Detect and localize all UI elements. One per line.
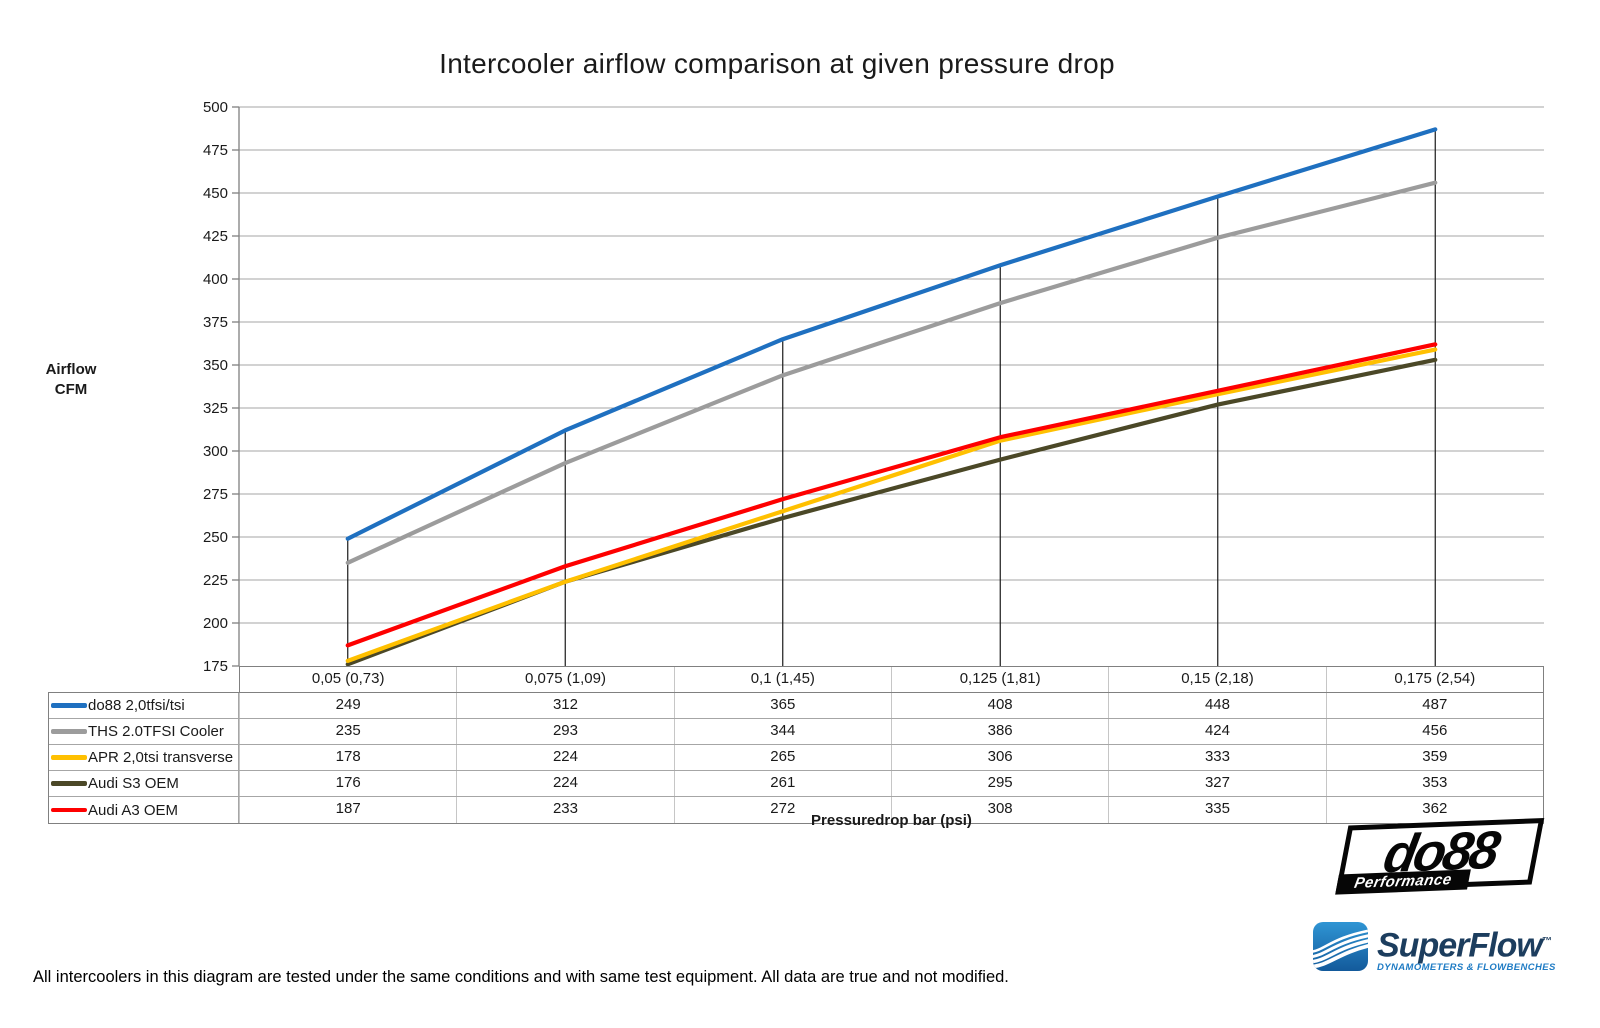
y-axis-tick-label: 175 xyxy=(202,658,228,675)
footer-note: All intercoolers in this diagram are tes… xyxy=(33,968,1009,986)
legend-swatch-icon xyxy=(51,703,87,708)
table-value-cell: 353 xyxy=(1325,771,1543,796)
superflow-wave-icon xyxy=(1313,922,1368,971)
table-value-cell: 224 xyxy=(456,771,673,796)
y-axis-tick-label: 300 xyxy=(202,443,228,460)
superflow-logo: SuperFlow™ DYNAMOMETERS & FLOWBENCHES xyxy=(1312,921,1556,973)
superflow-tagline: DYNAMOMETERS & FLOWBENCHES xyxy=(1377,962,1556,974)
legend-swatch-icon xyxy=(51,729,87,734)
y-axis-tick-label: 475 xyxy=(202,142,228,159)
y-axis-tick-label: 375 xyxy=(202,314,228,331)
table-value-cell: 187 xyxy=(239,797,456,823)
x-axis-title: Pressuredrop bar (psi) xyxy=(811,812,972,829)
table-row: Audi A3 OEM 187 233 272 308 335 362 xyxy=(49,797,1543,823)
y-axis-tick-label: 275 xyxy=(202,486,228,503)
table-value-cell: 312 xyxy=(456,693,673,718)
table-value-cell: 327 xyxy=(1108,771,1325,796)
legend-cell: do88 2,0tfsi/tsi xyxy=(49,693,239,718)
legend-cell: APR 2,0tsi transverse xyxy=(49,745,239,770)
legend-series-name: Audi S3 OEM xyxy=(88,775,179,792)
table-row: do88 2,0tfsi/tsi 249 312 365 408 448 487 xyxy=(49,693,1543,719)
y-axis-tick-label: 350 xyxy=(202,357,228,374)
x-category-label: 0,1 (1,45) xyxy=(673,667,891,692)
table-value-cell: 456 xyxy=(1325,719,1543,744)
legend-swatch-icon xyxy=(51,755,87,760)
legend-series-name: THS 2.0TFSI Cooler xyxy=(88,723,224,740)
x-category-label: 0,125 (1,81) xyxy=(890,667,1108,692)
x-category-label: 0,15 (2,18) xyxy=(1108,667,1325,692)
series-line-3 xyxy=(345,357,1438,667)
legend-series-name: Audi A3 OEM xyxy=(88,801,179,819)
table-value-cell: 359 xyxy=(1325,745,1543,770)
table-value-cell: 408 xyxy=(890,693,1108,718)
series-line-4 xyxy=(345,342,1438,648)
table-value-cell: 333 xyxy=(1108,745,1325,770)
y-axis-tick-label: 250 xyxy=(202,529,228,546)
y-axis-tick-label: 425 xyxy=(202,228,228,245)
table-value-cell: 487 xyxy=(1325,693,1543,718)
y-axis-title-line2: CFM xyxy=(54,381,88,398)
table-value-cell: 365 xyxy=(673,693,891,718)
y-axis-tick-label: 450 xyxy=(202,185,228,202)
x-category-label: 0,175 (2,54) xyxy=(1325,667,1543,692)
table-value-cell: 386 xyxy=(890,719,1108,744)
y-axis-tick-label: 225 xyxy=(202,572,228,589)
table-value-cell: 261 xyxy=(673,771,891,796)
table-value-cell: 424 xyxy=(1108,719,1325,744)
table-value-cell: 176 xyxy=(239,771,456,796)
table-value-cell: 235 xyxy=(239,719,456,744)
table-value-cell: 308 xyxy=(890,797,1108,823)
table-value-cell: 265 xyxy=(673,745,891,770)
legend-swatch-icon xyxy=(51,807,87,813)
table-value-cell: 178 xyxy=(239,745,456,770)
table-value-cell: 224 xyxy=(456,745,673,770)
table-value-cell: 295 xyxy=(890,771,1108,796)
table-value-cell: 344 xyxy=(673,719,891,744)
x-category-label: 0,05 (0,73) xyxy=(311,670,385,687)
table-value-cell: 249 xyxy=(239,693,456,718)
table-value-cell: 335 xyxy=(1108,797,1325,823)
table-value-cell: 306 xyxy=(890,745,1108,770)
y-axis-tick-label: 400 xyxy=(202,271,228,288)
legend-series-name: APR 2,0tsi transverse xyxy=(88,749,234,766)
data-table: do88 2,0tfsi/tsi 249 312 365 408 448 487 THS 2.… xyxy=(48,692,1544,824)
y-axis-tick-label: 325 xyxy=(202,400,228,417)
y-axis-title-line1: Airflow xyxy=(45,361,97,378)
series-line-0 xyxy=(345,127,1438,541)
table-value-cell: 293 xyxy=(456,719,673,744)
series-line-2 xyxy=(345,347,1438,663)
superflow-text-block: SuperFlow™ DYNAMOMETERS & FLOWBENCHES xyxy=(1377,925,1556,973)
x-category-label: 0,075 (1,09) xyxy=(456,667,673,692)
table-value-cell: 362 xyxy=(1325,797,1543,823)
data-table-header-row: 0,05 (0,73) 0,075 (1,09) 0,1 (1,45) 0,125 (… xyxy=(239,666,1544,692)
legend-swatch-icon xyxy=(51,781,87,786)
table-value-cell: 233 xyxy=(456,797,673,823)
legend-series-name: do88 2,0tfsi/tsi xyxy=(88,697,185,714)
table-row: APR 2,0tsi transverse 178 224 265 306 333 359 xyxy=(49,745,1543,771)
table-value-cell: 448 xyxy=(1108,693,1325,718)
legend-cell: THS 2.0TFSI Cooler xyxy=(49,719,239,744)
series-line-1 xyxy=(345,180,1438,565)
table-row: THS 2.0TFSI Cooler 235 293 344 386 424 456 xyxy=(49,719,1543,745)
trademark-symbol: ™ xyxy=(1541,936,1552,947)
legend-cell: Audi A3 OEM xyxy=(49,797,239,823)
superflow-wordmark: SuperFlow™ xyxy=(1377,926,1552,965)
y-axis-title: Airflow CFM xyxy=(36,360,106,400)
table-value-cell: 272 xyxy=(673,797,891,823)
y-axis-tick-label: 500 xyxy=(202,99,228,116)
legend-cell: Audi S3 OEM xyxy=(49,771,239,796)
chart-title: Intercooler airflow comparison at given … xyxy=(439,48,1115,79)
y-axis-tick-label: 200 xyxy=(202,615,228,632)
table-row: Audi S3 OEM 176 224 261 295 327 353 xyxy=(49,771,1543,797)
